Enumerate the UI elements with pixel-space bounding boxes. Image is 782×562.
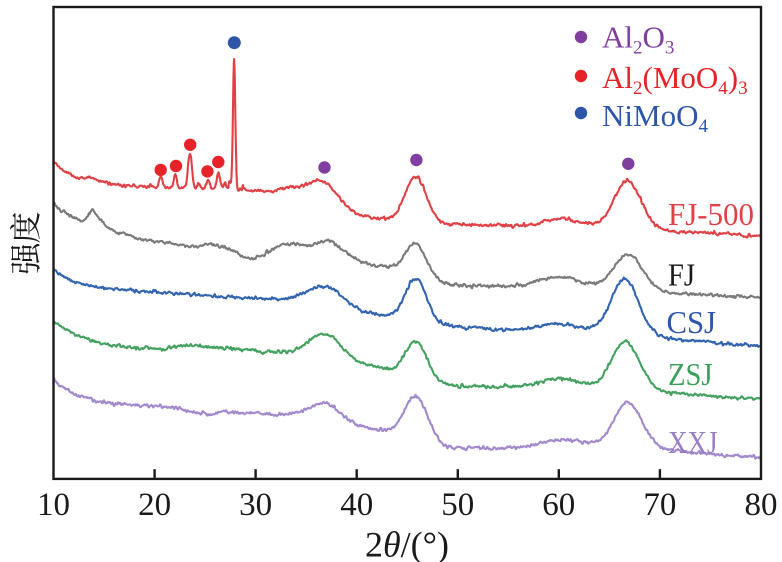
svg-text:10: 10 [37,487,70,523]
svg-text:40: 40 [340,487,373,523]
svg-text:80: 80 [745,487,778,523]
svg-text:FJ: FJ [668,257,695,293]
svg-text:XXJ: XXJ [668,424,718,460]
svg-text:ZSJ: ZSJ [668,356,713,392]
svg-text:70: 70 [643,487,676,523]
svg-text:Al2O3: Al2O3 [602,20,674,59]
svg-text:NiMoO4: NiMoO4 [602,98,708,137]
svg-text:30: 30 [239,487,272,523]
svg-text:2θ/(°): 2θ/(°) [365,525,449,562]
svg-text:FJ-500: FJ-500 [668,196,754,232]
svg-text:Al2(MoO4)3: Al2(MoO4)3 [602,60,748,99]
svg-text:20: 20 [138,487,171,523]
svg-text:50: 50 [441,487,474,523]
svg-text:60: 60 [542,487,575,523]
svg-text:CSJ: CSJ [667,304,717,340]
